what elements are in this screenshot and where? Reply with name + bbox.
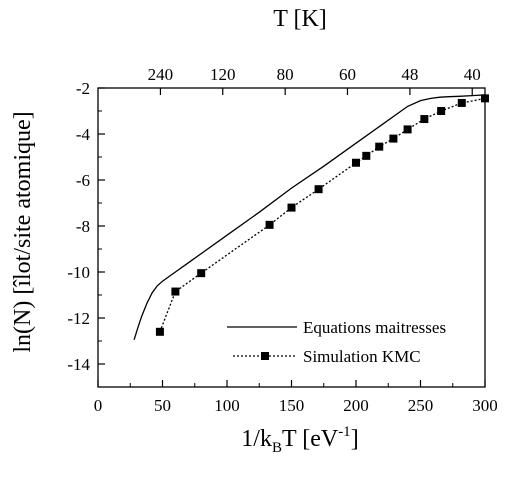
x-axis-title-tail: T [eV	[282, 426, 339, 452]
x-tick-label: 100	[214, 396, 240, 415]
x-tick-label: 150	[279, 396, 305, 415]
data-point	[481, 94, 489, 103]
top-tick-label: 48	[401, 65, 418, 84]
y-tick-label: -12	[67, 309, 90, 328]
data-point	[362, 151, 371, 160]
y-tick-label: -6	[76, 171, 90, 190]
legend-marker-kmc	[261, 352, 269, 360]
top-tick-label: 240	[148, 65, 174, 84]
top-tick-label: 40	[464, 65, 481, 84]
x-axis-title-main: 1/k	[241, 426, 272, 452]
top-tick-label: 60	[339, 65, 356, 84]
data-point	[375, 142, 384, 151]
x-axis-title-sup: -1	[338, 424, 351, 440]
y-tick-label: -4	[76, 125, 91, 144]
series-line-1	[159, 97, 486, 333]
data-point	[437, 107, 446, 115]
data-point	[265, 220, 274, 229]
data-point	[403, 125, 412, 134]
legend-label-equations: Equations maitresses	[303, 318, 446, 337]
x-axis-title: 1/kBT [eV-1]	[241, 424, 358, 456]
top-tick-label: 80	[277, 65, 294, 84]
y-tick-label: -8	[76, 217, 90, 236]
x-tick-label: 200	[343, 396, 369, 415]
top-axis-title: T [K]	[273, 6, 327, 32]
data-point	[197, 269, 206, 278]
legend-label-kmc: Simulation KMC	[303, 347, 421, 366]
x-tick-label: 0	[94, 396, 103, 415]
data-point	[155, 327, 164, 336]
data-point	[457, 98, 466, 107]
data-point	[352, 158, 360, 167]
data-point	[314, 185, 323, 194]
y-tick-label: -2	[76, 79, 90, 98]
plot-frame	[97, 87, 486, 388]
data-point	[287, 203, 296, 212]
x-tick-label: 300	[472, 396, 498, 415]
y-axis-title: ln(N) [îlot/site atomique]	[10, 111, 36, 352]
data-point	[389, 134, 398, 143]
y-tick-label: -10	[67, 263, 90, 282]
data-point	[171, 287, 180, 296]
series-line-0	[133, 94, 486, 340]
top-tick-label: 120	[210, 65, 236, 84]
data-point	[420, 115, 429, 124]
x-tick-label: 50	[154, 396, 171, 415]
x-tick-label: 250	[408, 396, 434, 415]
x-axis-title-sub: B	[272, 440, 282, 456]
y-tick-label: -14	[67, 355, 90, 374]
x-axis-title-close: ]	[351, 426, 359, 452]
